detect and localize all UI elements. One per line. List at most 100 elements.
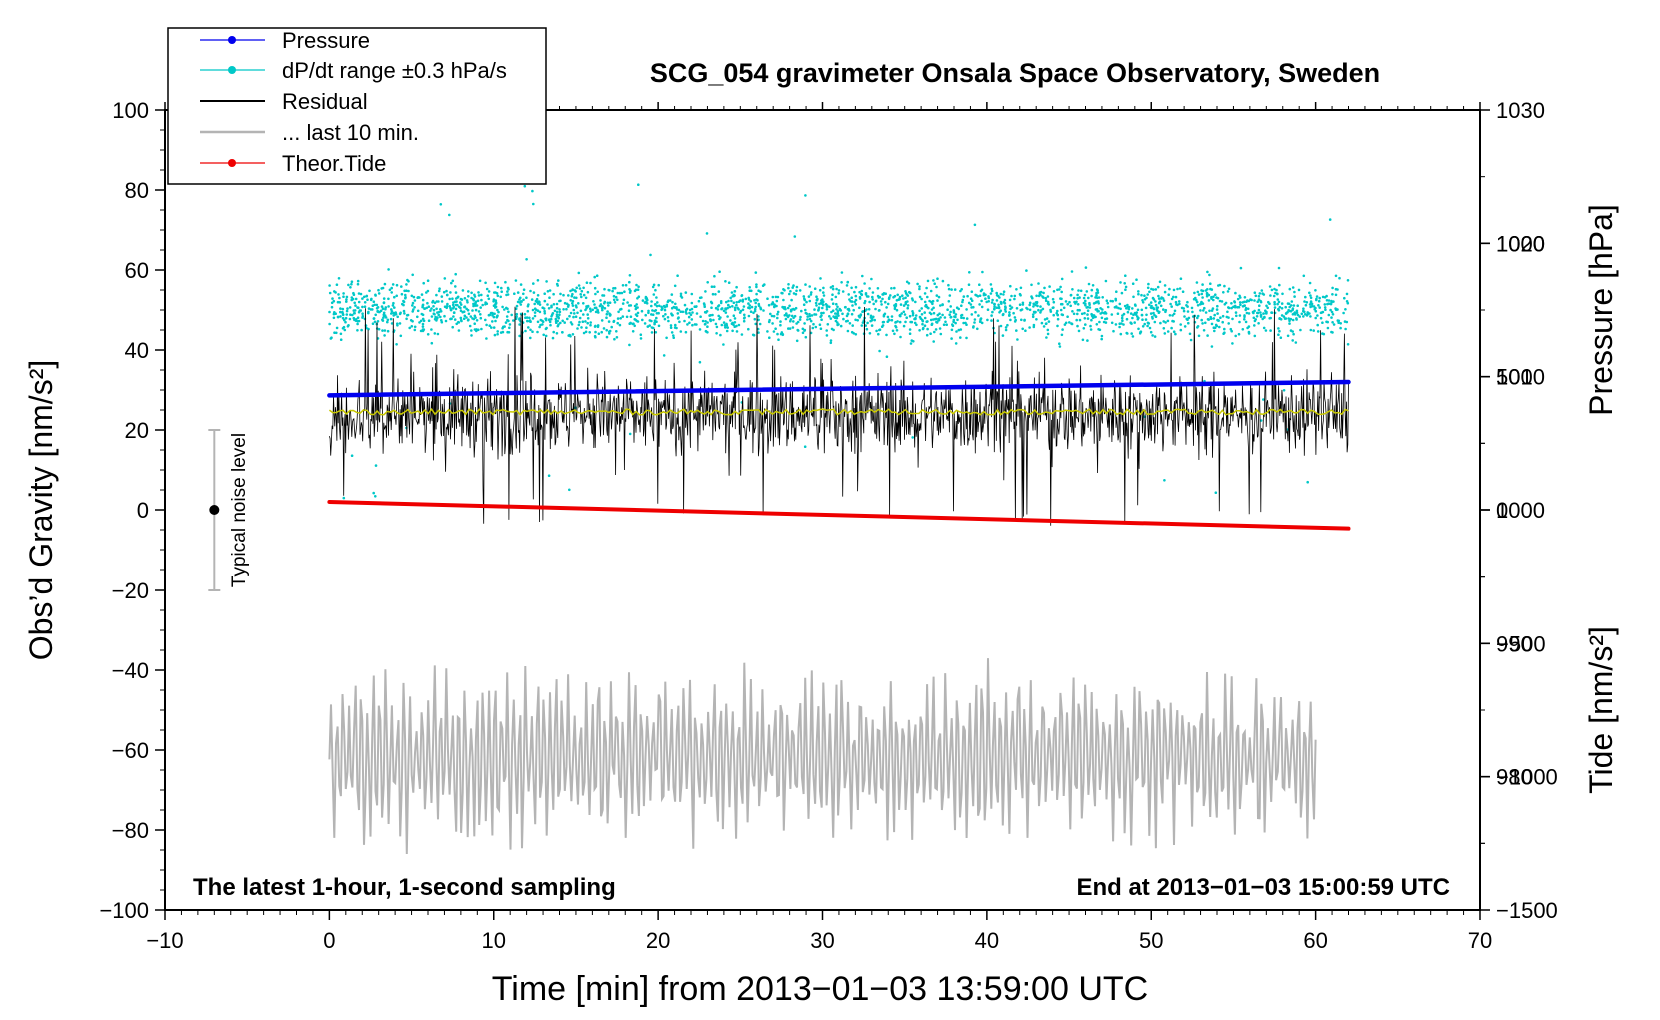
dpdt-point xyxy=(960,313,964,317)
dpdt-point xyxy=(1181,290,1185,294)
dpdt-point xyxy=(623,290,626,294)
dpdt-point xyxy=(470,334,473,337)
dpdt-point xyxy=(1299,328,1302,332)
dpdt-point xyxy=(1219,316,1222,320)
dpdt-point xyxy=(1122,323,1125,326)
dpdt-point xyxy=(435,293,438,297)
dpdt-point xyxy=(776,312,779,316)
dpdt-point xyxy=(532,291,536,294)
dpdt-point xyxy=(1009,284,1012,288)
dpdt-point xyxy=(1230,302,1233,305)
dpdt-point xyxy=(512,319,515,322)
dpdt-point xyxy=(787,327,790,330)
dpdt-point xyxy=(860,289,864,293)
dpdt-point xyxy=(1028,301,1032,305)
dpdt-point xyxy=(1126,310,1130,314)
dpdt-point xyxy=(633,304,637,308)
dpdt-point xyxy=(972,326,975,329)
dpdt-point xyxy=(1302,307,1305,311)
dpdt-point xyxy=(754,305,757,309)
dpdt-point xyxy=(440,295,444,298)
dpdt-point xyxy=(741,308,745,312)
dpdt-point xyxy=(1168,314,1172,317)
dpdt-point xyxy=(621,284,625,287)
dpdt-point xyxy=(569,289,572,293)
dpdt-point xyxy=(351,313,354,317)
dpdt-point xyxy=(789,290,792,293)
dpdt-point xyxy=(543,309,546,313)
dpdt-point xyxy=(1258,304,1261,308)
dpdt-point xyxy=(840,271,844,274)
dpdt-point xyxy=(632,322,635,326)
dpdt-point xyxy=(1231,342,1234,345)
dpdt-point xyxy=(866,321,869,325)
dpdt-point xyxy=(926,327,929,331)
dpdt-point xyxy=(1101,296,1104,299)
dpdt-point xyxy=(484,318,487,322)
dpdt-point xyxy=(546,303,549,306)
dpdt-point xyxy=(1072,312,1076,316)
dpdt-point xyxy=(1321,321,1324,325)
dpdt-point xyxy=(1254,294,1258,298)
dpdt-point xyxy=(332,316,336,320)
dpdt-point xyxy=(1172,295,1175,299)
dpdt-point xyxy=(639,333,643,337)
dpdt-point xyxy=(1154,315,1158,319)
dpdt-point xyxy=(639,337,643,340)
dpdt-point xyxy=(341,310,344,314)
dpdt-point xyxy=(1112,329,1115,333)
dpdt-point xyxy=(1153,313,1156,317)
dpdt-point xyxy=(1159,304,1163,308)
dpdt-point xyxy=(421,328,425,331)
dpdt-point xyxy=(711,292,715,296)
dpdt-point xyxy=(635,303,638,306)
dpdt-point xyxy=(1084,323,1087,326)
dpdt-point xyxy=(1058,342,1061,346)
dpdt-point xyxy=(679,310,683,314)
y-tick-label: 20 xyxy=(125,418,149,443)
dpdt-point xyxy=(345,298,348,301)
dpdt-point xyxy=(637,285,640,289)
dpdt-point xyxy=(500,286,503,290)
dpdt-point xyxy=(593,303,596,306)
dpdt-point xyxy=(942,323,946,327)
dpdt-point xyxy=(430,307,433,310)
dpdt-point xyxy=(1039,311,1042,314)
dpdt-point xyxy=(470,291,473,295)
dpdt-point xyxy=(679,292,683,296)
legend-last10-label: ... last 10 min. xyxy=(282,120,419,145)
dpdt-point xyxy=(1338,276,1341,280)
dpdt-point xyxy=(357,300,361,304)
dpdt-point xyxy=(467,312,471,316)
dpdt-point xyxy=(886,315,890,319)
dpdt-point xyxy=(1039,305,1042,308)
dpdt-point xyxy=(538,325,541,329)
dpdt-point xyxy=(1257,322,1260,325)
dpdt-point xyxy=(1012,311,1015,315)
dpdt-point xyxy=(788,292,791,296)
dpdt-point xyxy=(1212,298,1215,302)
dpdt-point xyxy=(785,314,789,317)
dpdt-point xyxy=(1031,315,1035,319)
dpdt-point xyxy=(877,332,880,336)
dpdt-point xyxy=(652,293,656,296)
dpdt-point xyxy=(1186,318,1189,322)
dpdt-point xyxy=(641,318,644,322)
dpdt-point xyxy=(724,280,727,283)
dpdt-point xyxy=(819,277,822,280)
dpdt-point xyxy=(863,282,866,285)
dpdt-point xyxy=(1326,326,1330,330)
dpdt-point xyxy=(1269,294,1272,297)
dpdt-point xyxy=(573,289,577,292)
dpdt-point xyxy=(382,297,386,300)
dpdt-point xyxy=(1141,301,1145,304)
dpdt-point xyxy=(1150,306,1153,310)
dpdt-point xyxy=(426,333,430,336)
dpdt-point xyxy=(1162,299,1166,302)
dpdt-point xyxy=(850,312,854,316)
dpdt-point xyxy=(850,300,854,303)
dpdt-point xyxy=(1284,305,1287,309)
dpdt-point xyxy=(929,312,933,316)
dpdt-point xyxy=(748,286,751,289)
dpdt-point xyxy=(767,303,771,307)
